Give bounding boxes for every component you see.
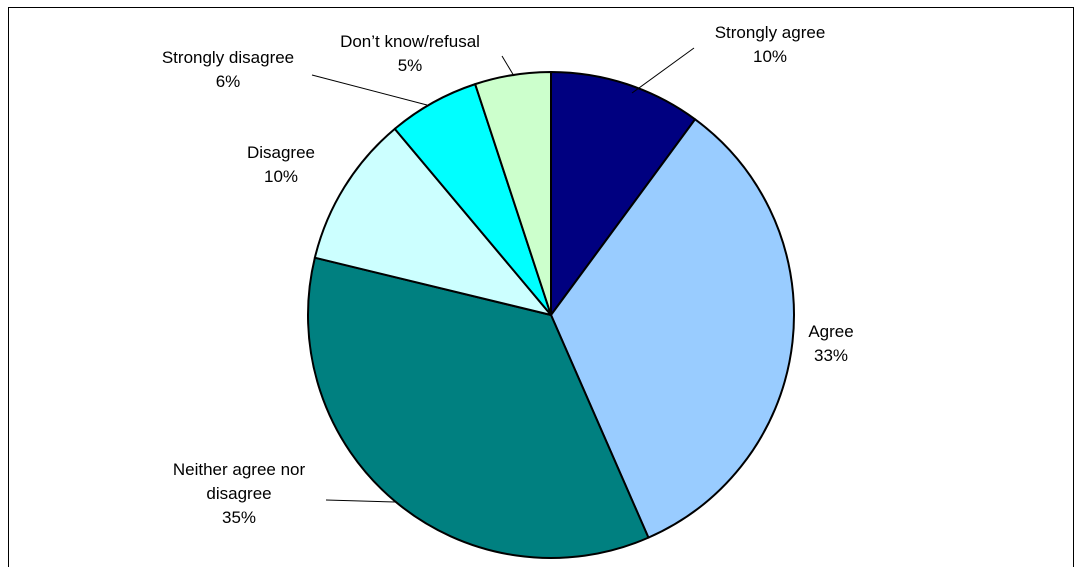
pie-slice-neither-agree-nor-disagree	[307, 256, 650, 559]
pie-slices	[307, 71, 795, 559]
pie-slice-agree	[550, 118, 795, 539]
slice-label-agree: Agree 33%	[808, 322, 853, 365]
slice-category-label: Disagree	[247, 143, 315, 162]
slice-label-strongly-disagree: Strongly disagree 6%	[162, 48, 294, 91]
slice-category-label: Strongly agree	[715, 23, 826, 42]
slice-value-label: 35%	[222, 508, 256, 527]
slice-category-label: Don’t know/refusal	[340, 32, 480, 51]
leader-line-strongly-agree	[631, 47, 695, 94]
slice-value-label: 6%	[216, 72, 241, 91]
slice-category-label: disagree	[206, 484, 271, 503]
pie-slice-strongly-agree	[550, 71, 697, 316]
slice-value-label: 5%	[398, 56, 423, 75]
leader-lines	[311, 47, 695, 503]
leader-line-neither-agree-nor-disagree	[325, 499, 396, 503]
pie-slice-disagree	[313, 127, 552, 316]
slice-value-label: 33%	[814, 346, 848, 365]
pie-slice-don-t-know-refusal	[474, 71, 552, 316]
slice-value-label: 10%	[264, 167, 298, 186]
slice-category-label: Neither agree nor	[173, 460, 306, 479]
slice-label-don-t-know-refusal: Don’t know/refusal 5%	[340, 32, 480, 75]
slice-value-label: 10%	[753, 47, 787, 66]
leader-line-strongly-disagree	[311, 74, 428, 106]
slice-label-disagree: Disagree 10%	[247, 143, 315, 186]
slice-category-label: Agree	[808, 322, 853, 341]
leader-line-don-t-know-refusal	[501, 55, 515, 77]
slice-label-strongly-agree: Strongly agree 10%	[715, 23, 826, 66]
slice-labels: Strongly agree 10% Agree 33% Neither agree n…	[162, 23, 854, 527]
slice-label-neither-agree-nor-disagree: Neither agree nor disagree 35%	[173, 460, 306, 527]
slice-category-label: Strongly disagree	[162, 48, 294, 67]
